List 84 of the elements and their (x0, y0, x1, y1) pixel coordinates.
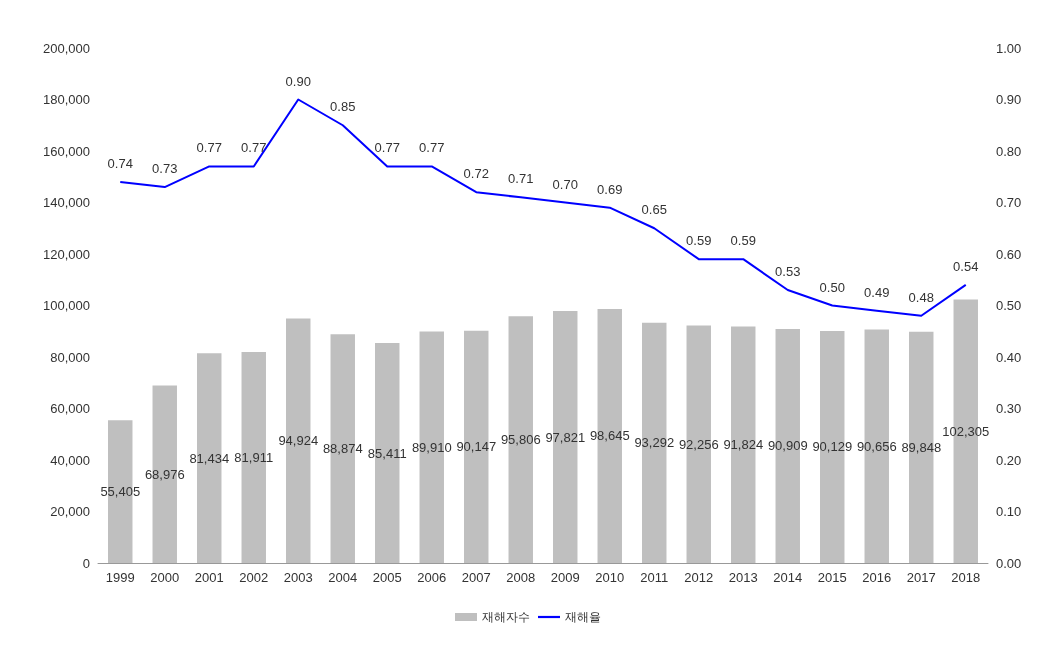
x-tick-label: 2012 (684, 570, 714, 585)
data-label: 0.71 (508, 171, 534, 187)
data-label: 0.69 (597, 181, 623, 197)
x-tick-label: 2008 (506, 570, 536, 585)
data-label: 0.48 (908, 289, 934, 305)
data-label: 55,405 (100, 484, 141, 500)
x-tick-label: 2014 (773, 570, 803, 585)
y-tick-label: 200,000 (43, 40, 90, 56)
data-label: 91,824 (723, 437, 764, 453)
y2-tick-label: 1.00 (996, 40, 1022, 56)
legend-label: 재해자수 (482, 610, 530, 624)
x-tick-label: 2003 (283, 570, 313, 585)
data-label: 94,924 (278, 433, 319, 449)
y2-tick-label: 0.50 (996, 298, 1022, 313)
y-tick-label: 0 (82, 555, 90, 571)
data-label: 81,911 (234, 450, 274, 466)
data-label: 97,821 (545, 429, 586, 445)
x-tick-label: 2013 (728, 570, 758, 585)
x-tick-label: 2009 (550, 570, 580, 585)
data-label: 0.50 (819, 279, 845, 295)
data-label: 89,910 (411, 439, 452, 455)
data-label: 0.74 (107, 155, 133, 171)
y-tick-label: 20,000 (50, 504, 90, 519)
x-tick-label: 2016 (862, 570, 892, 585)
y-tick-label: 40,000 (50, 452, 90, 468)
data-label: 90,909 (767, 438, 808, 454)
y2-tick-label: 0.90 (996, 92, 1022, 107)
data-label: 0.77 (241, 140, 267, 156)
data-label: 0.77 (419, 140, 445, 156)
data-label: 0.54 (953, 258, 979, 274)
y2-tick-label: 0.70 (996, 195, 1022, 210)
y-tick-label: 100,000 (43, 298, 90, 313)
x-tick-label: 2007 (461, 570, 491, 585)
data-label: 95,806 (500, 432, 541, 448)
data-label: 90,129 (812, 439, 853, 455)
y-tick-label: 140,000 (43, 195, 90, 210)
data-label: 89,848 (901, 439, 942, 455)
y2-tick-label: 0.80 (996, 143, 1022, 159)
x-tick-label: 2005 (372, 570, 402, 585)
data-label: 68,976 (144, 466, 185, 482)
data-label: 85,411 (367, 445, 407, 461)
x-tick-label: 2010 (595, 570, 625, 585)
data-label: 92,256 (678, 436, 719, 452)
y-tick-label: 80,000 (50, 349, 90, 365)
x-tick-label: 2000 (150, 570, 180, 585)
data-label: 0.90 (285, 73, 311, 89)
x-tick-label: 2002 (239, 570, 269, 585)
data-label: 81,434 (189, 450, 230, 466)
data-label: 0.77 (374, 140, 400, 156)
x-tick-label: 2004 (328, 570, 358, 585)
data-label: 0.65 (641, 202, 667, 218)
y2-tick-label: 0.30 (996, 401, 1022, 416)
y2-tick-label: 0.20 (996, 452, 1022, 468)
data-label: 0.53 (775, 264, 801, 280)
y-tick-label: 180,000 (43, 92, 90, 107)
y-tick-label: 160,000 (43, 143, 90, 159)
y2-tick-label: 0.40 (996, 349, 1022, 365)
data-label: 0.59 (730, 233, 756, 249)
y-tick-label: 120,000 (43, 246, 90, 262)
data-label: 0.85 (330, 99, 356, 115)
legend-label: 재해율 (565, 610, 601, 624)
data-label: 93,292 (634, 435, 675, 451)
data-label: 90,147 (456, 439, 497, 455)
y2-tick-label: 0.00 (996, 555, 1022, 571)
x-tick-label: 2011 (640, 570, 669, 585)
data-label: 98,645 (589, 428, 630, 444)
y2-tick-label: 0.60 (996, 246, 1022, 262)
data-label: 0.72 (463, 166, 489, 182)
x-tick-label: 2017 (906, 570, 936, 585)
y2-tick-label: 0.10 (996, 504, 1022, 519)
data-label: 88,874 (322, 441, 363, 457)
y-tick-label: 60,000 (50, 401, 90, 416)
x-tick-label: 1999 (105, 570, 135, 585)
data-label: 0.73 (152, 161, 178, 177)
x-tick-label: 2006 (417, 570, 447, 585)
data-label: 90,656 (856, 438, 897, 454)
x-tick-label: 2001 (194, 570, 224, 585)
data-label: 0.59 (686, 233, 712, 249)
data-label: 0.70 (552, 176, 578, 192)
data-label: 0.77 (196, 140, 222, 156)
data-label: 0.49 (864, 284, 890, 300)
x-tick-label: 2018 (951, 570, 981, 585)
x-tick-label: 2015 (817, 570, 847, 585)
data-label: 102,305 (942, 423, 990, 439)
